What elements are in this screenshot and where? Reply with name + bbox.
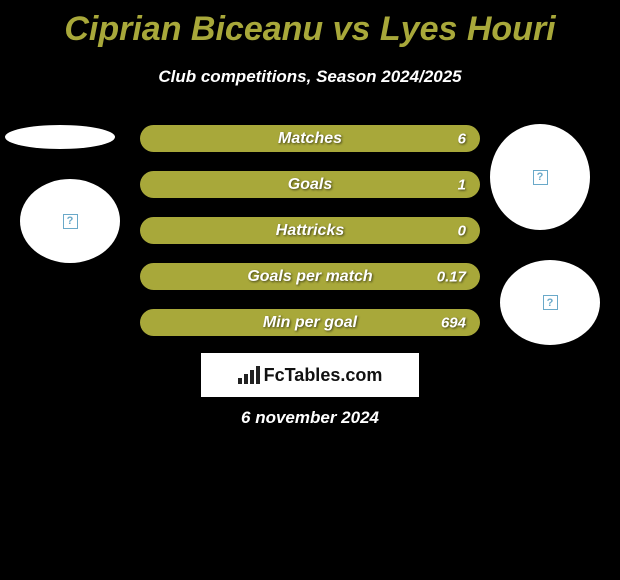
stat-value: 1 [458,176,466,193]
stat-value: 0.17 [437,268,466,285]
question-icon: ? [543,295,558,310]
stat-bar: Hattricks 0 [140,217,480,244]
stat-label: Matches [278,130,342,148]
stat-label: Goals [288,176,332,194]
question-icon: ? [63,214,78,229]
stat-bars: Matches 6 Goals 1 Hattricks 0 Goals per … [140,125,480,355]
ellipse-right-upper: ? [490,124,590,230]
stat-bar: Goals per match 0.17 [140,263,480,290]
page-subtitle: Club competitions, Season 2024/2025 [0,67,620,87]
ellipse-left: ? [20,179,120,263]
stat-bar: Goals 1 [140,171,480,198]
stat-value: 694 [441,314,466,331]
bar-chart-icon [238,366,260,384]
date-label: 6 november 2024 [0,408,620,428]
stat-label: Hattricks [276,222,344,240]
stat-bar: Min per goal 694 [140,309,480,336]
ellipse-top-left [5,125,115,149]
stat-value: 6 [458,130,466,147]
stat-label: Min per goal [263,314,357,332]
stat-bar: Matches 6 [140,125,480,152]
stat-label: Goals per match [247,268,372,286]
page-title: Ciprian Biceanu vs Lyes Houri [0,0,620,49]
ellipse-right-lower: ? [500,260,600,345]
brand-text: FcTables.com [264,365,383,386]
question-icon: ? [533,170,548,185]
stat-value: 0 [458,222,466,239]
brand-logo: FcTables.com [201,353,419,397]
